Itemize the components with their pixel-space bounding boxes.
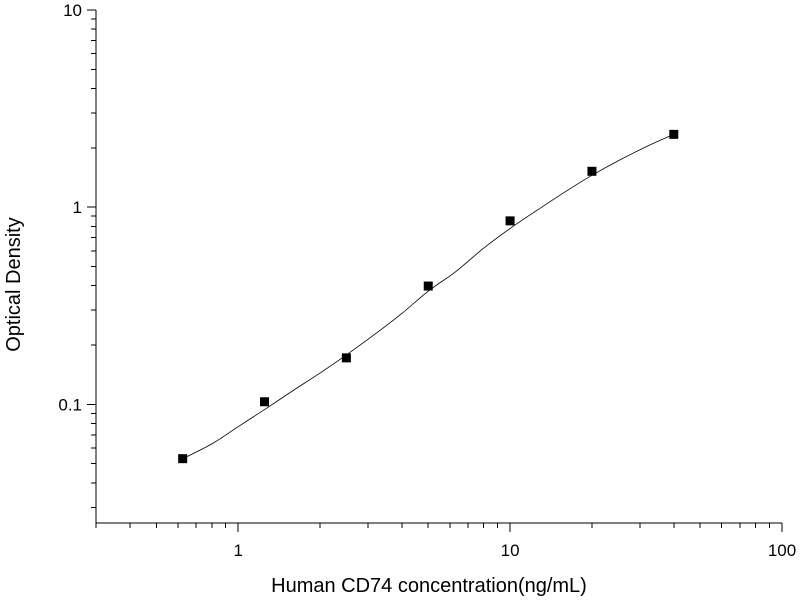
y-axis-title: Optical Density	[3, 217, 25, 352]
x-axis-title: Human CD74 concentration(ng/mL)	[271, 575, 587, 597]
x-tick-label: 1	[233, 541, 242, 560]
axes	[95, 10, 782, 524]
data-point	[260, 397, 270, 407]
x-tick-label: 100	[768, 541, 796, 560]
x-tick-label: 10	[501, 541, 520, 560]
data-point	[423, 281, 433, 291]
fit-curve	[182, 133, 674, 460]
data-points	[178, 129, 679, 464]
data-point	[505, 216, 515, 226]
ticks: 1 10 100 0.1 1 10	[58, 1, 796, 560]
y-tick-label: 1	[73, 198, 82, 217]
y-tick-label: 0.1	[58, 395, 82, 414]
data-point	[669, 129, 679, 139]
data-point	[341, 353, 351, 363]
data-point	[587, 166, 597, 176]
y-tick-label: 10	[63, 1, 82, 20]
data-point	[178, 454, 188, 464]
